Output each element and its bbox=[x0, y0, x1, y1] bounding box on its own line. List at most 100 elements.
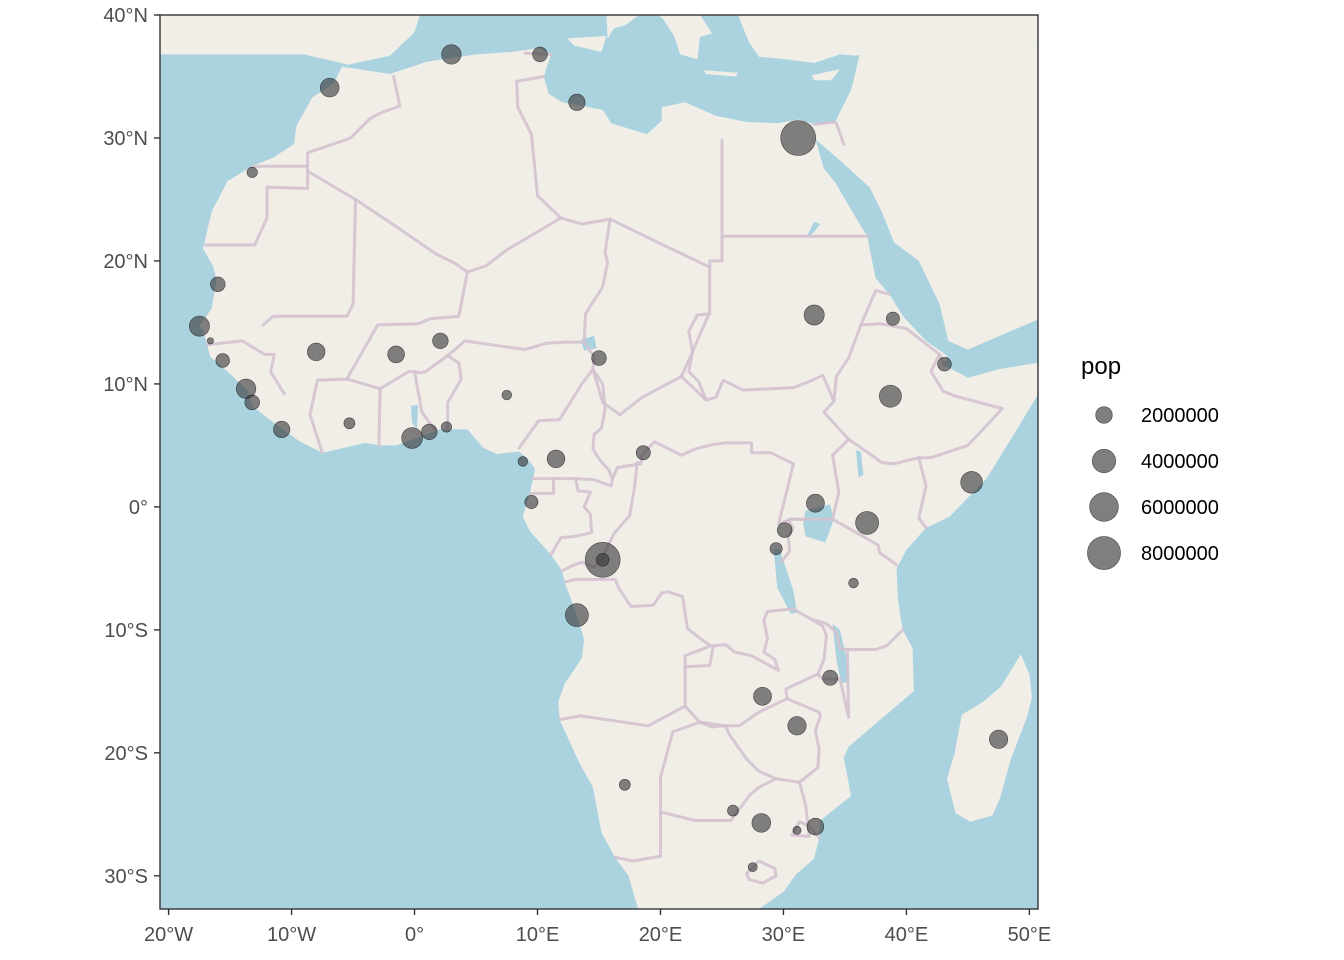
city-point-33 bbox=[879, 384, 902, 408]
panel-border bbox=[159, 14, 1039, 910]
country-border-24 bbox=[847, 352, 1004, 466]
legend-key-2 bbox=[1091, 448, 1117, 474]
legend-label: 4000000 bbox=[1141, 451, 1219, 473]
country-border-5 bbox=[206, 339, 286, 396]
country-border-19 bbox=[591, 350, 694, 417]
city-point-15 bbox=[273, 420, 291, 438]
y-tick-label: 10°S bbox=[104, 620, 148, 642]
city-point-43 bbox=[989, 729, 1009, 749]
city-point-22 bbox=[432, 332, 449, 350]
axes: 20°W 10°W 0° 10°E 20°E 30°E 40°E 50°E 40°N 30°N 20… bbox=[103, 5, 1051, 946]
country-border-2 bbox=[204, 164, 310, 247]
city-point-35 bbox=[806, 493, 825, 513]
lake-volta bbox=[410, 404, 419, 429]
x-tick-label: 40°E bbox=[885, 924, 929, 946]
legend-key-1 bbox=[1095, 406, 1113, 424]
country-border-8 bbox=[378, 354, 463, 431]
country-border-37 bbox=[574, 477, 614, 488]
country-border-4 bbox=[261, 198, 357, 327]
x-tick-label: 10°W bbox=[267, 924, 316, 946]
country-border-33 bbox=[564, 577, 713, 669]
country-border-3 bbox=[306, 169, 357, 201]
city-point-39 bbox=[848, 577, 859, 589]
country-border-22 bbox=[832, 289, 891, 403]
city-point-4 bbox=[441, 44, 462, 65]
legend-key-4 bbox=[1087, 536, 1121, 570]
cyprus-island bbox=[811, 69, 840, 81]
legend-label: 8000000 bbox=[1141, 543, 1219, 565]
city-point-9 bbox=[210, 276, 226, 292]
city-point-48 bbox=[792, 825, 802, 835]
city-point-46 bbox=[751, 813, 772, 833]
country-border-45 bbox=[745, 859, 778, 885]
country-border-21 bbox=[679, 373, 851, 457]
x-tick-label: 10°E bbox=[516, 924, 560, 946]
y-tick-label: 30°N bbox=[103, 128, 148, 150]
x-tick-label: 20°E bbox=[639, 924, 683, 946]
y-tick-label: 30°S bbox=[104, 866, 148, 888]
sicily-island bbox=[567, 35, 607, 52]
country-border-46 bbox=[691, 313, 710, 354]
country-border-17 bbox=[306, 75, 402, 168]
city-point-23 bbox=[501, 389, 512, 401]
country-border-27 bbox=[777, 462, 795, 564]
country-border-40 bbox=[613, 775, 662, 863]
country-border-10 bbox=[446, 339, 596, 450]
city-point-3 bbox=[596, 553, 610, 567]
africa-landmass bbox=[199, 45, 1038, 909]
city-point-16 bbox=[307, 342, 326, 362]
lake-tanganyika bbox=[773, 548, 797, 614]
city-point-27 bbox=[591, 350, 607, 366]
city-point-17 bbox=[343, 417, 356, 430]
city-point-19 bbox=[401, 427, 423, 449]
city-point-20 bbox=[421, 423, 438, 441]
city-point-26 bbox=[546, 449, 566, 469]
legend-title: pop bbox=[1081, 353, 1121, 380]
city-point-1 bbox=[780, 120, 817, 156]
city-point-41 bbox=[753, 686, 772, 706]
city-point-7 bbox=[568, 93, 586, 111]
legend-label: 2000000 bbox=[1141, 405, 1219, 427]
country-border-11 bbox=[465, 216, 563, 274]
lake-victoria bbox=[803, 504, 834, 543]
y-tick-label: 20°N bbox=[103, 251, 148, 273]
city-point-28 bbox=[635, 445, 651, 461]
city-point-32 bbox=[937, 357, 952, 372]
country-border-9 bbox=[413, 370, 437, 433]
x-tick-label: 50°E bbox=[1008, 924, 1052, 946]
x-tick-label: 30°E bbox=[762, 924, 806, 946]
city-point-37 bbox=[777, 522, 793, 538]
x-tick-label: 0° bbox=[405, 924, 424, 946]
map-panel bbox=[160, 15, 1038, 909]
country-border-14 bbox=[582, 217, 612, 344]
legend-key-3 bbox=[1089, 492, 1119, 522]
country-border-35 bbox=[531, 477, 594, 557]
city-point-36 bbox=[855, 511, 879, 535]
city-point-21 bbox=[440, 421, 453, 433]
legend-label: 6000000 bbox=[1141, 497, 1219, 519]
city-point-24 bbox=[517, 456, 528, 467]
city-point-10 bbox=[188, 315, 210, 337]
city-point-25 bbox=[524, 495, 539, 509]
city-point-14 bbox=[244, 394, 260, 411]
country-border-41 bbox=[659, 720, 702, 779]
country-border-6 bbox=[308, 377, 382, 455]
lake-turkana bbox=[856, 450, 864, 478]
city-point-29 bbox=[565, 603, 589, 627]
city-point-40 bbox=[822, 669, 839, 686]
city-point-34 bbox=[960, 471, 983, 494]
country-border-42 bbox=[659, 777, 778, 822]
country-border-47 bbox=[812, 120, 837, 126]
city-point-47 bbox=[806, 817, 825, 836]
country-border-15 bbox=[515, 75, 563, 220]
country-border-31 bbox=[845, 628, 905, 651]
city-point-49 bbox=[747, 862, 758, 873]
city-point-8 bbox=[246, 166, 258, 178]
city-point-30 bbox=[803, 304, 825, 326]
city-point-18 bbox=[387, 345, 405, 364]
city-point-38 bbox=[769, 542, 783, 556]
city-points bbox=[188, 44, 1009, 873]
europe-landmass bbox=[160, 15, 1038, 65]
y-tick-label: 10°N bbox=[103, 374, 148, 396]
